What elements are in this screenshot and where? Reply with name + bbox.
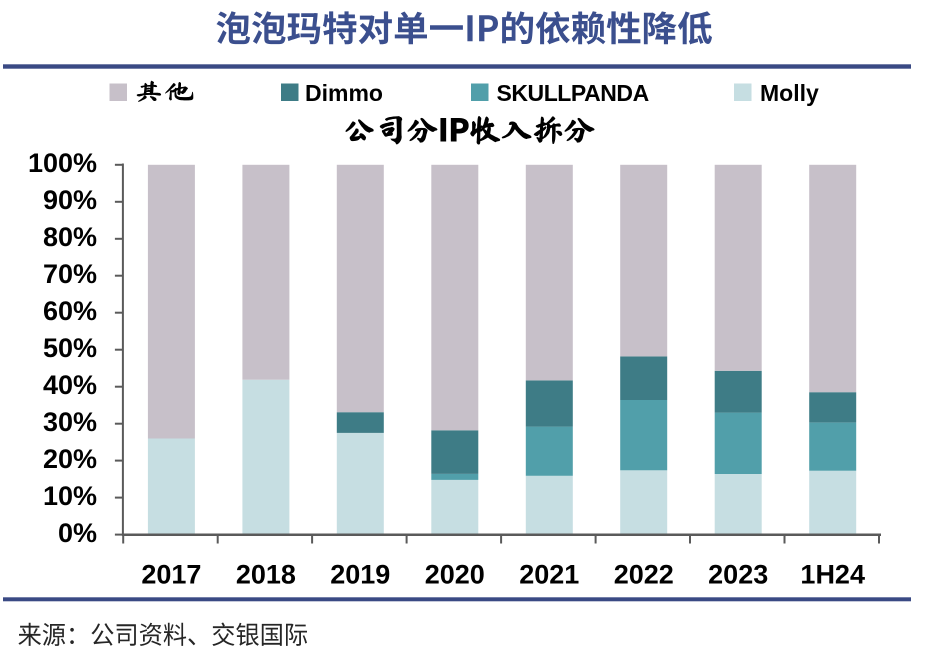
- svg-text:0%: 0%: [58, 518, 97, 548]
- svg-text:2017: 2017: [141, 559, 201, 589]
- svg-text:2022: 2022: [614, 559, 674, 589]
- svg-text:100%: 100%: [28, 148, 97, 178]
- svg-text:2020: 2020: [425, 559, 485, 589]
- svg-text:2023: 2023: [708, 559, 768, 589]
- svg-text:90%: 90%: [43, 185, 97, 215]
- svg-text:2019: 2019: [330, 559, 390, 589]
- svg-text:SKULLPANDA: SKULLPANDA: [497, 80, 649, 106]
- svg-text:Molly: Molly: [760, 80, 819, 106]
- svg-text:30%: 30%: [43, 407, 97, 437]
- svg-text:50%: 50%: [43, 333, 97, 363]
- svg-text:2018: 2018: [236, 559, 296, 589]
- svg-text:1H24: 1H24: [800, 559, 865, 589]
- svg-text:2021: 2021: [519, 559, 579, 589]
- svg-text:70%: 70%: [43, 259, 97, 289]
- svg-text:20%: 20%: [43, 444, 97, 474]
- svg-text:10%: 10%: [43, 481, 97, 511]
- svg-text:Dimmo: Dimmo: [305, 80, 383, 106]
- svg-text:40%: 40%: [43, 370, 97, 400]
- svg-text:60%: 60%: [43, 296, 97, 326]
- svg-text:80%: 80%: [43, 222, 97, 252]
